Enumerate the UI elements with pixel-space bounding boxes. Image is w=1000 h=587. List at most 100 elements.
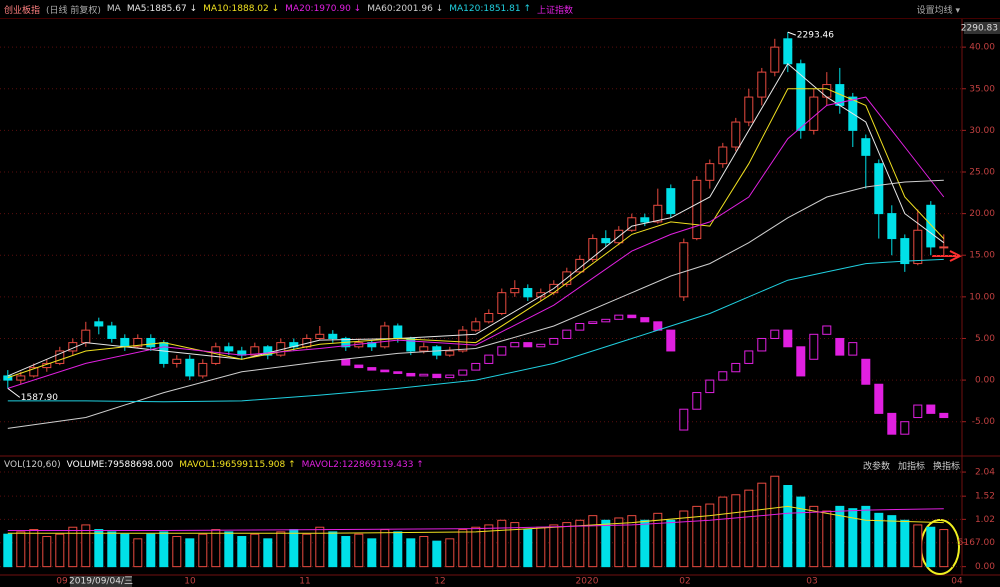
volume-bar <box>341 536 351 568</box>
candle-body <box>185 358 195 377</box>
overlay-candle <box>679 408 689 431</box>
overlay-candle <box>380 369 390 373</box>
overlay-candle <box>874 383 884 414</box>
overlay-candle <box>718 371 728 381</box>
overlay-candle <box>393 371 403 374</box>
candle-body <box>744 96 754 123</box>
y-tick-label: -5.00 <box>972 417 996 427</box>
candle-body <box>172 358 182 364</box>
volume-bar <box>497 519 507 568</box>
overlay-candle <box>419 373 429 377</box>
volume-bar <box>783 485 793 568</box>
x-tick-label: 11 <box>299 577 310 587</box>
candle-body <box>471 321 481 331</box>
volume-value: VOLUME:79588698.000 <box>66 460 174 470</box>
y-tick-label: 35.00 <box>969 84 995 94</box>
high-label: 2293.46 <box>797 31 834 41</box>
overlay-candle <box>887 412 897 435</box>
volume-indicator: VOL(120,60) <box>4 460 61 470</box>
volume-bar <box>510 522 520 568</box>
settings-button[interactable]: 设置均线 ▾ <box>916 5 960 16</box>
overlay-candle <box>601 318 611 323</box>
volume-bar <box>679 510 689 568</box>
volume-bar <box>211 529 221 568</box>
overlay-candle <box>445 374 455 379</box>
x-tick-label: 2020 <box>576 577 599 587</box>
volume-bar <box>484 524 494 568</box>
candle-body <box>757 71 767 98</box>
candle-body <box>536 292 546 298</box>
overlay-candle <box>536 343 546 348</box>
overlay-candle <box>562 329 572 339</box>
overlay-candle <box>848 342 858 356</box>
volume-bar <box>432 540 442 568</box>
volume-bar <box>575 519 585 568</box>
volume-bar <box>55 533 65 568</box>
ma-line <box>7 63 945 377</box>
overlay-candle <box>497 346 507 356</box>
overlay-candle <box>731 362 741 373</box>
overlay-candle <box>510 342 520 348</box>
y-tick-label: 0.00 <box>975 376 995 386</box>
overlay-candle <box>627 314 637 319</box>
red-arrow <box>932 250 963 262</box>
overlay-candle <box>796 346 806 377</box>
overlay-candle <box>354 364 364 369</box>
indicator-button[interactable]: 换指标 <box>932 461 960 472</box>
volume-bar <box>458 529 468 568</box>
candle-body <box>159 342 169 364</box>
overlay-candle <box>835 337 845 356</box>
volume-bar <box>536 526 546 568</box>
candle-body <box>887 213 897 240</box>
volume-bar <box>705 503 715 568</box>
volume-bar <box>3 533 13 568</box>
x-tick-label: 12 <box>434 577 445 587</box>
volume-bar <box>198 533 208 568</box>
candle-body <box>874 163 884 215</box>
overlay-candle <box>549 337 559 345</box>
volume-bar <box>120 533 130 568</box>
volume-bar <box>900 519 910 568</box>
candle-body <box>705 163 715 181</box>
ma-legend-item: MA5:1885.67 ↓ <box>126 4 198 14</box>
indicator-button[interactable]: 加指标 <box>897 461 925 472</box>
volume-bar <box>237 536 247 568</box>
overlay-candle <box>861 358 871 385</box>
volume-bar <box>939 529 949 568</box>
volume-bar <box>718 496 728 568</box>
overlay-candle <box>705 379 715 394</box>
volume-bar <box>835 505 845 568</box>
ma-legend: MA5:1885.67 ↓ MA10:1888.02 ↓ MA20:1970.90 … <box>127 4 531 14</box>
volume-bar <box>276 531 286 568</box>
volume-bar <box>94 529 104 568</box>
candle-body <box>900 238 910 265</box>
candle-body <box>198 362 208 377</box>
candle-body <box>601 238 611 244</box>
candle-body <box>224 346 234 352</box>
overlay-candle <box>822 325 832 335</box>
date-box <box>70 576 132 587</box>
y-tick-label: 10.00 <box>969 292 995 302</box>
overlay-legend[interactable]: 上证指数 <box>537 5 574 16</box>
ma-legend-item: MA20:1970.90 ↓ <box>285 4 362 14</box>
volume-bar <box>29 529 39 568</box>
volume-bar <box>146 533 156 568</box>
volume-bar <box>874 512 884 568</box>
volume-bar <box>549 524 559 568</box>
indicator-button[interactable]: 改参数 <box>862 461 890 472</box>
candle-body <box>861 138 871 156</box>
candle-body <box>29 367 39 377</box>
y-tick-label: 2.04 <box>975 468 995 478</box>
volume-bar <box>302 533 312 568</box>
candle-body <box>263 346 273 356</box>
ma-legend-item: MA10:1888.02 ↓ <box>203 4 280 14</box>
overlay-candle <box>757 337 767 352</box>
overlay-candle <box>692 392 702 410</box>
candle-body <box>653 204 663 223</box>
volume-bar <box>419 536 429 568</box>
candle-body <box>497 292 507 314</box>
candle-body <box>133 337 143 348</box>
x-tick-label: 04 <box>951 577 963 587</box>
volume-bar <box>770 475 780 568</box>
candle-body <box>458 329 468 352</box>
